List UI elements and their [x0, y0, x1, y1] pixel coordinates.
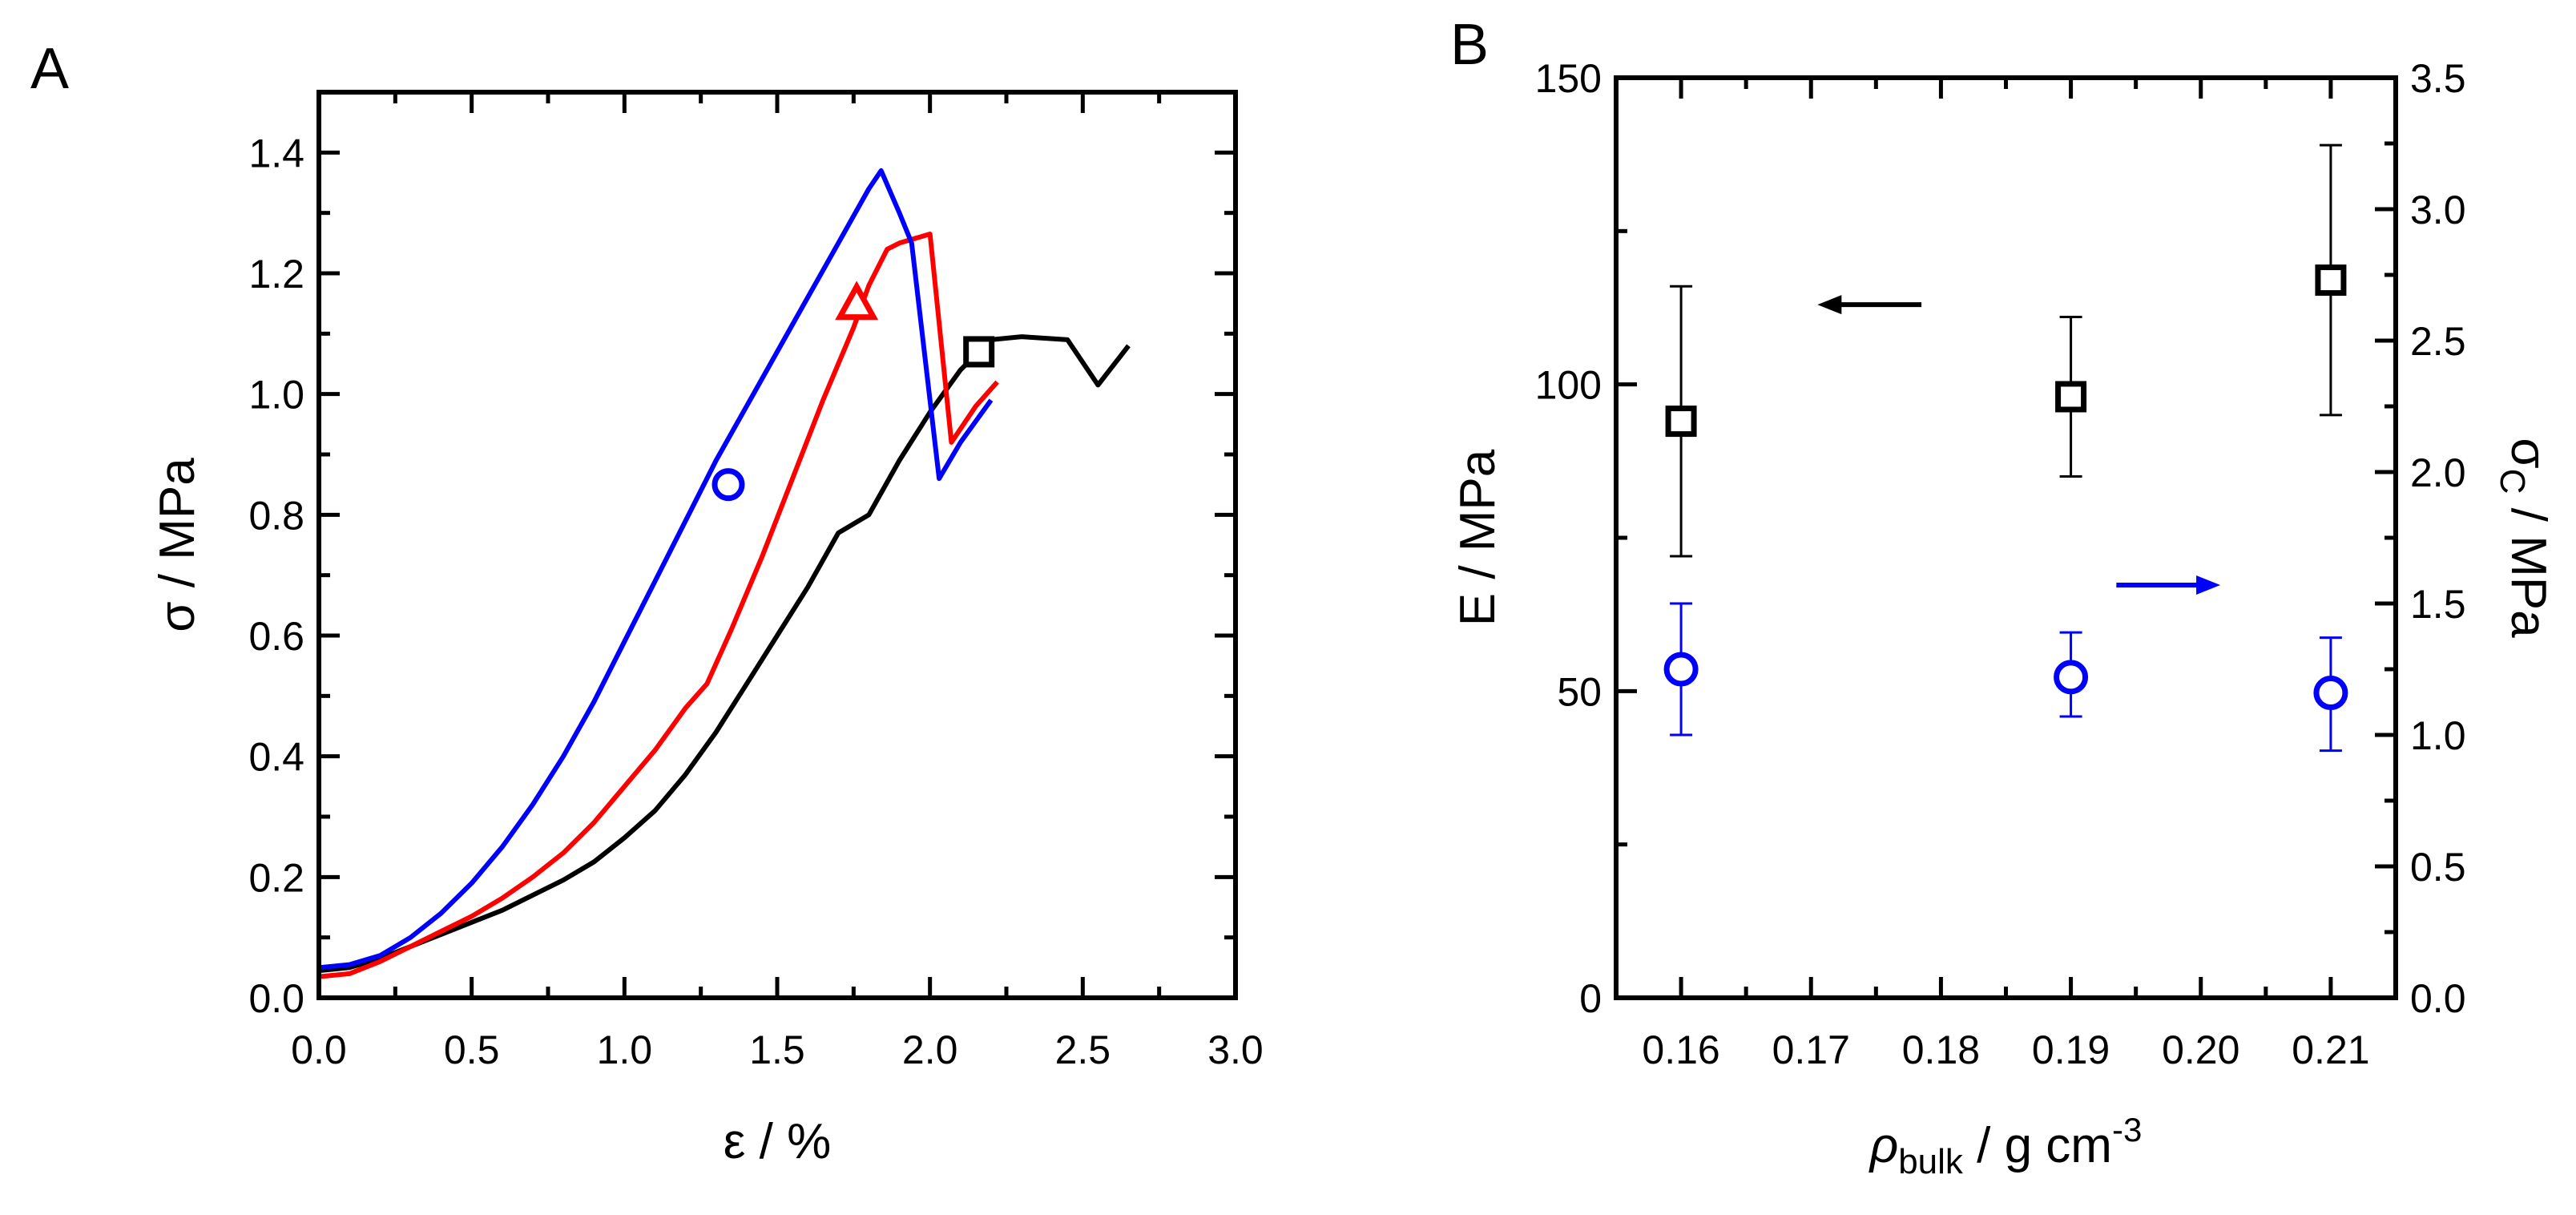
point-circle-σC	[1663, 652, 1699, 687]
y-right-tick-label-b: 0.5	[2410, 845, 2466, 890]
x-title-subscript: bulk	[1898, 1142, 1964, 1181]
y-tick-label-a: 1.2	[248, 252, 304, 297]
chart-panel-a: 0.0 0.5 1.0 1.5 2.0 2.5 3.0 0.0 0.2 0.4 0.6 0.8 1.0 1…	[150, 90, 1264, 1169]
panel-label-b: B	[1450, 13, 1489, 77]
series-line-black	[318, 334, 1131, 974]
x-tick-label-a: 2.5	[1055, 1027, 1111, 1072]
marker-triangle-red	[835, 281, 879, 321]
x-tick-label-b: 0.20	[2162, 1027, 2239, 1072]
y-tick-label-a: 0.8	[248, 493, 304, 538]
series-line-red	[318, 232, 999, 979]
x-tick-label-b: 0.19	[2032, 1027, 2110, 1072]
y-left-tick-label-b: 100	[1535, 363, 1602, 408]
y-tick-label-a: 0.4	[248, 735, 304, 780]
x-tick-label-a: 0.5	[444, 1027, 500, 1072]
y-left-axis-title-b: E / MPa	[1450, 449, 1506, 626]
x-tick-label-a: 3.0	[1207, 1027, 1264, 1072]
plot-frame-a	[316, 90, 1238, 1000]
y-right-title-subscript: C	[2493, 469, 2532, 494]
y-right-tick-label-b: 2.5	[2410, 319, 2466, 364]
y-left-tick-label-b: 50	[1557, 669, 1602, 714]
point-square-E	[2055, 381, 2087, 413]
chart-panel-b: 0.16 0.17 0.18 0.19 0.20 0.21 0 50 100 150 0.0 0.5 1…	[1450, 56, 2556, 1181]
x-axis-title-a: ε / %	[724, 1114, 831, 1169]
panel-label-a: A	[30, 37, 69, 101]
y-tick-label-a: 0.0	[248, 976, 304, 1021]
y-left-tick-label-b: 0	[1579, 976, 1602, 1021]
y-tick-label-a: 1.4	[248, 131, 304, 176]
point-square-E	[1665, 406, 1697, 438]
x-tick-label-b: 0.18	[1902, 1027, 1980, 1072]
y-right-tick-label-b: 0.0	[2410, 976, 2466, 1021]
y-right-tick-label-b: 3.0	[2410, 188, 2466, 232]
x-title-symbol: ρ	[1869, 1118, 1899, 1173]
x-tick-label-b: 0.21	[2292, 1027, 2369, 1072]
y-right-title-unit: / MPa	[2501, 494, 2556, 638]
y-right-axis-title-b: σC / MPa	[2493, 438, 2556, 638]
point-circle-σC	[2313, 676, 2348, 711]
x-tick-label-a: 1.5	[749, 1027, 805, 1072]
x-tick-label-b: 0.17	[1772, 1027, 1850, 1072]
y-right-tick-label-b: 3.5	[2410, 56, 2466, 101]
right-axis-arrow-head	[2196, 575, 2221, 595]
x-title-superscript: -3	[2112, 1111, 2142, 1148]
x-tick-label-b: 0.16	[1642, 1027, 1719, 1072]
y-tick-label-a: 1.0	[248, 373, 304, 418]
x-title-unit: / g cm	[1963, 1118, 2112, 1173]
point-circle-σC	[2054, 660, 2089, 695]
y-right-tick-label-b: 1.5	[2410, 582, 2466, 627]
y-axis-title-a: σ / MPa	[150, 458, 205, 632]
y-right-title-symbol: σ	[2501, 438, 2556, 468]
x-tick-label-a: 2.0	[902, 1027, 958, 1072]
x-tick-label-a: 1.0	[597, 1027, 653, 1072]
y-tick-label-a: 0.6	[248, 614, 304, 659]
series-line-blue	[318, 168, 994, 971]
y-left-tick-label-b: 150	[1535, 56, 1602, 101]
y-tick-label-a: 0.2	[248, 855, 304, 900]
x-tick-label-a: 0.0	[291, 1027, 347, 1072]
marker-square-black	[963, 336, 995, 368]
y-right-tick-label-b: 1.0	[2410, 713, 2466, 758]
x-axis-title-b: ρbulk / g cm-3	[1869, 1111, 2143, 1181]
marker-circle-blue	[712, 468, 745, 502]
point-square-E	[2315, 264, 2347, 297]
left-axis-arrow-head	[1817, 295, 1842, 315]
plot-frame-b	[1614, 75, 2398, 1000]
y-right-tick-label-b: 2.0	[2410, 450, 2466, 495]
